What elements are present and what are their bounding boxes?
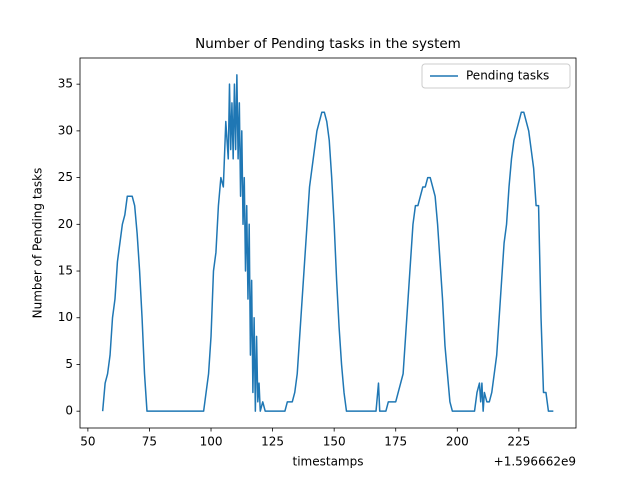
x-tick-label: 50 [80,435,95,449]
x-tick-label: 125 [261,435,284,449]
y-tick-label: 25 [58,170,73,184]
x-offset-label: +1.596662e9 [494,455,576,469]
legend-label: Pending tasks [466,69,549,83]
x-tick-label: 200 [446,435,469,449]
y-tick-label: 5 [65,357,73,371]
x-tick-label: 175 [384,435,407,449]
legend-box [421,63,571,89]
chart-title: Number of Pending tasks in the system [195,36,461,52]
x-tick-label: 100 [200,435,223,449]
x-axis-label: timestamps [293,455,364,469]
y-tick-label: 30 [58,123,73,137]
data-line [101,74,554,412]
y-tick-label: 20 [58,217,73,231]
y-tick-label: 15 [58,264,73,278]
plot-frame [79,57,577,429]
y-tick-label: 0 [65,404,73,418]
y-tick-label: 35 [58,77,73,91]
y-axis-label: Number of Pending tasks [31,168,45,319]
x-tick-label: 225 [507,435,530,449]
y-tick-label: 10 [58,310,73,324]
x-tick-label: 75 [142,435,157,449]
x-tick-label: 150 [323,435,346,449]
